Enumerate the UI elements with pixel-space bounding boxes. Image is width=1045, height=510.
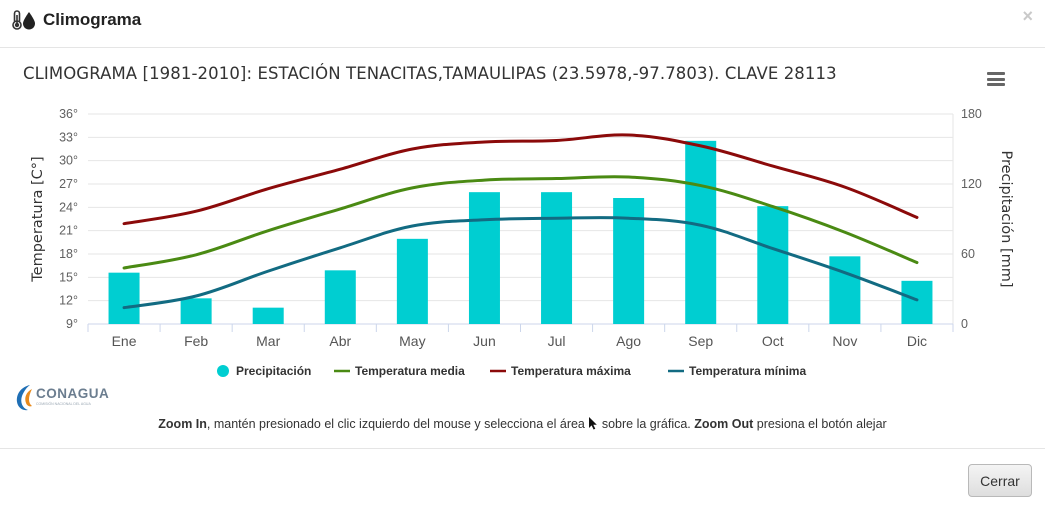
legend-label: Temperatura mínima xyxy=(689,364,806,378)
zoom-hint: Zoom In, mantén presionado el clic izqui… xyxy=(0,416,1045,431)
x-tick-label: Nov xyxy=(832,333,857,349)
y-left-tick-label: 15° xyxy=(59,270,78,284)
x-tick-label: Jun xyxy=(473,333,496,349)
modal-title-text: Climograma xyxy=(43,10,142,29)
y-left-tick-label: 24° xyxy=(59,200,78,214)
hint-text-3: presiona el botón alejar xyxy=(753,417,887,431)
modal-header: Climograma × xyxy=(0,0,1045,48)
x-tick-label: Abr xyxy=(329,333,351,349)
modal-footer-divider xyxy=(0,448,1045,449)
y-right-tick-label: 60 xyxy=(961,247,975,261)
x-tick-label: Feb xyxy=(184,333,208,349)
precip-bar[interactable] xyxy=(685,140,717,324)
conagua-logo-icon xyxy=(16,385,32,411)
y-left-tick-label: 12° xyxy=(59,294,78,308)
thermometer-drop-icon xyxy=(12,10,35,30)
precip-bar[interactable] xyxy=(468,192,500,324)
chart-plot[interactable]: 9° 12° 15° 18° 21° 24° 27° 30° 33° 36° 0 60 120 180 En… xyxy=(0,48,1045,388)
x-tick-label: Oct xyxy=(762,333,784,349)
climograma-chart[interactable]: CLIMOGRAMA [1981-2010]: ESTACIÓN TENACIT… xyxy=(0,48,1045,388)
x-tick-label: Mar xyxy=(256,333,280,349)
temp-media-line[interactable] xyxy=(122,175,919,270)
cursor-icon xyxy=(589,417,598,430)
x-tick-label: Ene xyxy=(112,333,137,349)
precip-bar[interactable] xyxy=(108,272,140,324)
x-tick-label: Sep xyxy=(688,333,713,349)
legend-marker-precipitacion[interactable] xyxy=(217,365,229,377)
y-right-tick-label: 180 xyxy=(961,107,982,121)
precip-bar[interactable] xyxy=(324,270,356,324)
x-tick-label: Dic xyxy=(907,333,927,349)
precip-bar[interactable] xyxy=(396,238,428,324)
close-icon[interactable]: × xyxy=(1022,6,1033,26)
y-left-tick-label: 21° xyxy=(59,224,78,238)
x-tick-label: Jul xyxy=(548,333,566,349)
y-right-tick-label: 120 xyxy=(961,177,982,191)
y-left-tick-label: 27° xyxy=(59,177,78,191)
y-left-tick-label: 9° xyxy=(66,317,78,331)
hint-text-1: , mantén presionado el clic izquierdo de… xyxy=(206,417,589,431)
precip-bar[interactable] xyxy=(541,192,573,324)
y-left-axis-title: Temperatura [C°] xyxy=(30,156,46,282)
precip-bar[interactable] xyxy=(252,307,284,324)
chart-menu-icon[interactable] xyxy=(987,72,1005,86)
y-left-tick-label: 33° xyxy=(59,130,78,144)
temp-minima-line[interactable] xyxy=(122,216,919,310)
precip-bar[interactable] xyxy=(757,206,789,324)
temp-maxima-line[interactable] xyxy=(122,133,919,226)
legend-label: Temperatura máxima xyxy=(511,364,631,378)
legend-label: Temperatura media xyxy=(355,364,465,378)
conagua-logo-subtitle: COMISIÓN NACIONAL DEL AGUA xyxy=(36,402,91,406)
y-right-tick-label: 0 xyxy=(961,317,968,331)
conagua-logo: CONAGUA COMISIÓN NACIONAL DEL AGUA xyxy=(14,382,124,414)
conagua-logo-text: CONAGUA xyxy=(36,386,110,401)
hint-zoom-out: Zoom Out xyxy=(694,417,754,431)
y-left-tick-label: 18° xyxy=(59,247,78,261)
y-left-tick-label: 30° xyxy=(59,154,78,168)
x-tick-label: May xyxy=(399,333,425,349)
precip-bar[interactable] xyxy=(180,298,212,324)
close-button[interactable]: Cerrar xyxy=(968,464,1032,497)
hint-text-2: sobre la gráfica. xyxy=(598,417,695,431)
precip-bar[interactable] xyxy=(829,256,861,324)
y-right-axis-title: Precipitación [mm] xyxy=(998,150,1014,287)
precip-bar[interactable] xyxy=(901,280,933,324)
x-tick-label: Ago xyxy=(616,333,641,349)
modal-title: Climograma xyxy=(11,9,141,31)
chart-title: CLIMOGRAMA [1981-2010]: ESTACIÓN TENACIT… xyxy=(23,64,837,83)
hint-zoom-in: Zoom In xyxy=(158,417,207,431)
y-left-tick-label: 36° xyxy=(59,107,78,121)
legend-label: Precipitación xyxy=(236,364,311,378)
